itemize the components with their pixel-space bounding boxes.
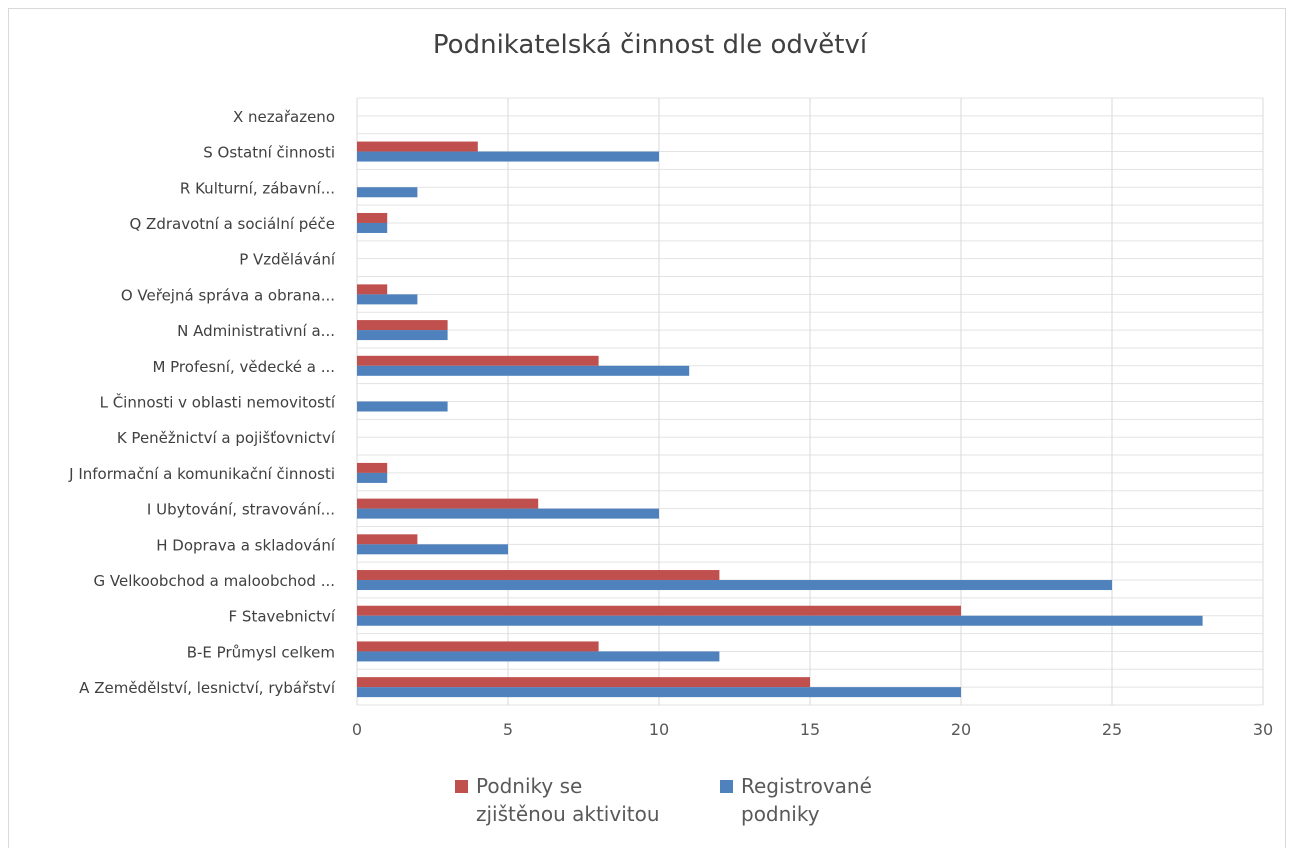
bar-active (357, 284, 388, 295)
legend-label-registered-line2: podniky (741, 802, 820, 826)
bar-active (357, 212, 388, 223)
bar-active (357, 641, 599, 652)
bar-registered (357, 580, 1112, 591)
y-category-label: A Zemědělství, lesnictví, rybářství (79, 679, 336, 697)
y-category-label: R Kulturní, zábavní... (180, 179, 335, 197)
bar-active (357, 498, 539, 509)
bar-registered (357, 687, 961, 698)
chart-title: Podnikatelská činnost dle odvětví (432, 30, 868, 60)
y-category-label: B-E Průmysl celkem (187, 643, 335, 661)
bar-registered (357, 365, 690, 376)
legend-swatch-red (455, 780, 468, 793)
y-category-label: F Stavebnictví (229, 608, 336, 626)
bar-registered (357, 187, 418, 198)
bar-active (357, 605, 961, 616)
bar-active (357, 677, 810, 688)
chart-legend: Podniky se zjištěnou aktivitou Registrov… (0, 772, 1289, 842)
y-category-label: S Ostatní činnosti (203, 144, 335, 162)
bar-registered (357, 294, 418, 305)
legend-label-active-line1: Podniky se (476, 774, 583, 798)
bar-active (357, 462, 388, 473)
bar-active (357, 570, 720, 581)
x-tick-label: 15 (800, 720, 820, 739)
y-category-label: L Činnosti v oblasti nemovitostí (100, 393, 336, 412)
bar-active (357, 534, 418, 545)
bar-registered (357, 651, 720, 662)
chart-frame (8, 8, 1286, 848)
x-tick-label: 20 (951, 720, 971, 739)
bar-registered (357, 401, 448, 412)
x-tick-label: 0 (352, 720, 362, 739)
bar-registered (357, 508, 659, 519)
bar-registered (357, 615, 1203, 626)
bar-registered (357, 472, 388, 483)
legend-item-registered: Registrované podniky (720, 772, 872, 828)
bar-registered (357, 222, 388, 233)
x-tick-label: 25 (1102, 720, 1122, 739)
x-tick-label: 5 (503, 720, 513, 739)
x-tick-label: 10 (649, 720, 669, 739)
bar-registered (357, 151, 659, 162)
bar-active (357, 141, 478, 152)
bar-registered (357, 330, 448, 341)
y-category-label: I Ubytování, stravování... (147, 501, 335, 519)
y-category-label: Q Zdravotní a sociální péče (129, 215, 335, 233)
legend-item-active: Podniky se zjištěnou aktivitou (455, 772, 660, 828)
bar-registered (357, 544, 508, 555)
y-category-label: G Velkoobchod a maloobchod ... (94, 572, 335, 590)
y-category-label: O Veřejná správa a obrana... (121, 286, 335, 304)
y-category-label: P Vzdělávání (239, 251, 336, 269)
y-category-label: J Informační a komunikační činnosti (68, 465, 335, 483)
legend-label-registered-line1: Registrované (741, 774, 872, 798)
legend-label-active-line2: zjištěnou aktivitou (476, 802, 660, 826)
bar-active (357, 320, 448, 331)
y-category-label: X nezařazeno (233, 108, 335, 126)
y-category-label: N Administrativní a... (177, 322, 335, 340)
y-category-label: K Peněžnictví a pojišťovnictví (117, 429, 336, 447)
bar-active (357, 355, 599, 366)
legend-swatch-blue (720, 780, 733, 793)
y-category-label: H Doprava a skladování (156, 536, 336, 554)
y-category-label: M Profesní, vědecké a ... (152, 358, 335, 376)
x-tick-label: 30 (1253, 720, 1273, 739)
